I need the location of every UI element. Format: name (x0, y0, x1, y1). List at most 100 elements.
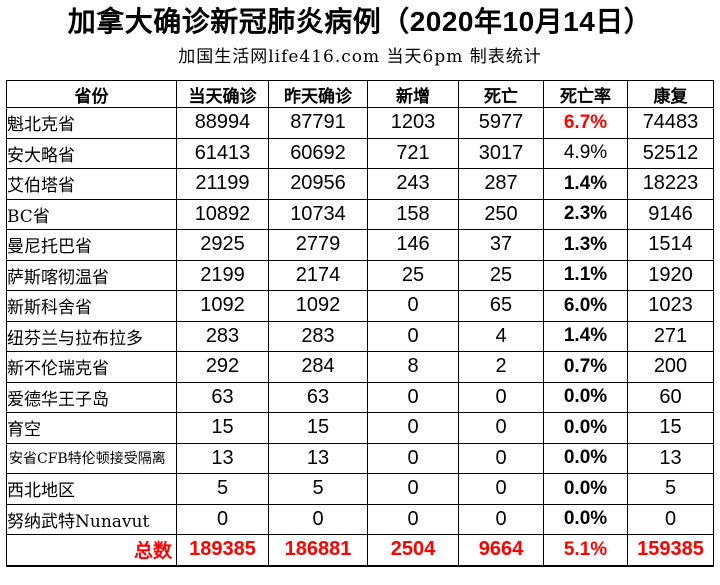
cell-province: 萨斯喀彻温省 (6, 259, 177, 291)
table-row: 努纳武特Nunavut 0 0 0 0 0.0% 0 (6, 503, 714, 535)
cell-deaths: 37 (458, 229, 544, 261)
table-row: 艾伯塔省 21199 20956 243 287 1.4% 18223 (6, 168, 714, 200)
cell-new-cases: 0 (367, 503, 459, 535)
column-header-new-cases: 新增 (367, 80, 459, 108)
column-header-deaths: 死亡 (458, 80, 544, 108)
cell-recovered: 5 (627, 473, 714, 505)
cell-yesterday-confirmed: 2174 (268, 259, 368, 291)
table-row: 新不伦瑞克省 292 284 8 2 0.7% 200 (6, 351, 714, 383)
column-header-today-confirmed: 当天确诊 (176, 80, 269, 108)
cell-province: 育空 (6, 412, 177, 444)
cell-death-rate: 1.4% (543, 168, 628, 200)
cell-deaths: 250 (458, 198, 544, 230)
cell-yesterday-confirmed: 15 (268, 412, 368, 444)
table-row: 纽芬兰与拉布拉多 283 283 0 4 1.4% 271 (6, 320, 714, 352)
cell-total-recovered: 159385 (627, 534, 714, 566)
cell-recovered: 60 (627, 381, 714, 413)
cell-new-cases: 721 (367, 137, 459, 169)
table-row: 萨斯喀彻温省 2199 2174 25 25 1.1% 1920 (6, 259, 714, 291)
cell-yesterday-confirmed: 1092 (268, 290, 368, 322)
cell-death-rate: 0.0% (543, 412, 628, 444)
cell-recovered: 15 (627, 412, 714, 444)
cell-today-confirmed: 2199 (176, 259, 269, 291)
cell-today-confirmed: 21199 (176, 168, 269, 200)
cell-new-cases: 0 (367, 412, 459, 444)
cell-deaths: 4 (458, 320, 544, 352)
cell-death-rate: 2.3% (543, 198, 628, 230)
cell-total-today-confirmed: 189385 (176, 534, 269, 566)
cell-today-confirmed: 1092 (176, 290, 269, 322)
cell-province: 新不伦瑞克省 (6, 351, 177, 383)
cell-new-cases: 243 (367, 168, 459, 200)
cell-yesterday-confirmed: 284 (268, 351, 368, 383)
cell-recovered: 1023 (627, 290, 714, 322)
cell-new-cases: 25 (367, 259, 459, 291)
table-row: 魁北克省 88994 87791 1203 5977 6.7% 74483 (6, 107, 714, 139)
cell-recovered: 52512 (627, 137, 714, 169)
cell-recovered: 74483 (627, 107, 714, 139)
cell-death-rate: 1.3% (543, 229, 628, 261)
cell-new-cases: 0 (367, 320, 459, 352)
cell-yesterday-confirmed: 60692 (268, 137, 368, 169)
covid-cases-table: 省份 当天确诊 昨天确诊 新增 死亡 死亡率 康复 魁北克省 88994 87791… (6, 80, 714, 567)
cell-yesterday-confirmed: 63 (268, 381, 368, 413)
cell-total-death-rate: 5.1% (543, 534, 628, 566)
cell-total-deaths: 9664 (458, 534, 544, 566)
column-header-death-rate: 死亡率 (543, 80, 628, 108)
column-header-yesterday-confirmed: 昨天确诊 (268, 80, 368, 108)
cell-total-new-cases: 2504 (367, 534, 459, 566)
cell-yesterday-confirmed: 283 (268, 320, 368, 352)
cell-province: BC省 (6, 198, 177, 230)
table-row: 新斯科舍省 1092 1092 0 65 6.0% 1023 (6, 290, 714, 322)
cell-yesterday-confirmed: 10734 (268, 198, 368, 230)
cell-yesterday-confirmed: 20956 (268, 168, 368, 200)
cell-today-confirmed: 13 (176, 442, 269, 474)
cell-today-confirmed: 15 (176, 412, 269, 444)
cell-today-confirmed: 88994 (176, 107, 269, 139)
cell-today-confirmed: 283 (176, 320, 269, 352)
cell-deaths: 3017 (458, 137, 544, 169)
cell-today-confirmed: 61413 (176, 137, 269, 169)
cell-today-confirmed: 292 (176, 351, 269, 383)
cell-province: 曼尼托巴省 (6, 229, 177, 261)
cell-recovered: 13 (627, 442, 714, 474)
cell-recovered: 1514 (627, 229, 714, 261)
header-row: 省份 当天确诊 昨天确诊 新增 死亡 死亡率 康复 (6, 80, 714, 108)
cell-death-rate: 1.4% (543, 320, 628, 352)
cell-today-confirmed: 63 (176, 381, 269, 413)
total-row: 总数 189385 186881 2504 9664 5.1% 159385 (6, 534, 714, 566)
cell-yesterday-confirmed: 5 (268, 473, 368, 505)
page-title: 加拿大确诊新冠肺炎病例（2020年10月14日） (67, 6, 653, 37)
cell-today-confirmed: 5 (176, 473, 269, 505)
cell-new-cases: 1203 (367, 107, 459, 139)
cell-yesterday-confirmed: 13 (268, 442, 368, 474)
table-row: 安大略省 61413 60692 721 3017 4.9% 52512 (6, 137, 714, 169)
cell-yesterday-confirmed: 87791 (268, 107, 368, 139)
cell-yesterday-confirmed: 2779 (268, 229, 368, 261)
cell-province: 爱德华王子岛 (6, 381, 177, 413)
cell-recovered: 18223 (627, 168, 714, 200)
cell-new-cases: 0 (367, 442, 459, 474)
cell-province: 魁北克省 (6, 107, 177, 139)
cell-new-cases: 0 (367, 473, 459, 505)
cell-province: 西北地区 (6, 473, 177, 505)
table-row: 育空 15 15 0 0 0.0% 15 (6, 412, 714, 444)
cell-new-cases: 146 (367, 229, 459, 261)
cell-today-confirmed: 2925 (176, 229, 269, 261)
cell-death-rate: 0.0% (543, 442, 628, 474)
cell-recovered: 200 (627, 351, 714, 383)
cell-province: 安大略省 (6, 137, 177, 169)
cell-death-rate: 0.0% (543, 473, 628, 505)
cell-deaths: 0 (458, 442, 544, 474)
cell-today-confirmed: 10892 (176, 198, 269, 230)
page-subtitle: 加国生活网life416.com 当天6pm 制表统计 (178, 47, 542, 67)
cell-deaths: 2 (458, 351, 544, 383)
cell-death-rate: 6.0% (543, 290, 628, 322)
cell-deaths: 287 (458, 168, 544, 200)
cell-province: 艾伯塔省 (6, 168, 177, 200)
cell-death-rate: 6.7% (543, 107, 628, 139)
cell-recovered: 0 (627, 503, 714, 535)
cell-province: 纽芬兰与拉布拉多 (6, 320, 177, 352)
cell-death-rate: 1.1% (543, 259, 628, 291)
cell-new-cases: 8 (367, 351, 459, 383)
